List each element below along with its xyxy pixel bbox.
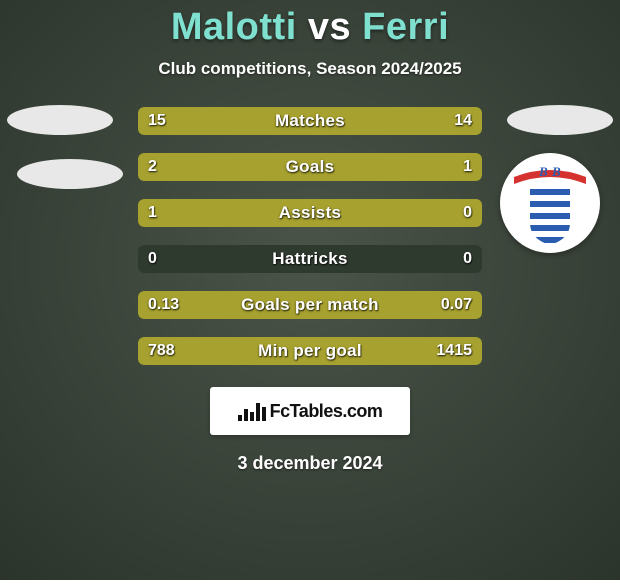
stat-row: 00Hattricks — [138, 245, 482, 273]
player-placeholder — [507, 105, 613, 135]
bar-track — [138, 245, 482, 273]
brand-text: FcTables.com — [270, 401, 383, 422]
stat-row: 10Assists — [138, 199, 482, 227]
svg-text:B: B — [551, 164, 561, 179]
bar-fill-right — [368, 153, 482, 181]
bar-fill-right — [262, 337, 482, 365]
title-player1: Malotti — [171, 6, 297, 48]
title-player2: Ferri — [362, 6, 449, 48]
comparison-stage: 1514Matches 21Goals 10Assists 00Hattricks 0.… — [0, 107, 620, 365]
player-placeholder — [7, 105, 113, 135]
content: Malotti vs Ferri Club competitions, Seas… — [0, 0, 620, 580]
stat-row: 21Goals — [138, 153, 482, 181]
chart-icon — [238, 401, 266, 421]
stat-row: 0.130.07Goals per match — [138, 291, 482, 319]
bar-fill-right — [317, 107, 482, 135]
stat-row: 7881415Min per goal — [138, 337, 482, 365]
page-title: Malotti vs Ferri — [171, 6, 449, 49]
bar-fill-left — [138, 199, 482, 227]
club-badge: B B — [500, 153, 600, 253]
stat-row: 1514Matches — [138, 107, 482, 135]
bar-fill-left — [138, 107, 317, 135]
date-text: 3 december 2024 — [237, 453, 382, 474]
svg-text:B: B — [538, 164, 548, 179]
bar-fill-left — [138, 291, 362, 319]
bar-fill-right — [362, 291, 482, 319]
bar-fill-left — [138, 337, 262, 365]
brand-badge: FcTables.com — [210, 387, 410, 435]
subtitle: Club competitions, Season 2024/2025 — [158, 59, 461, 79]
title-vs: vs — [308, 6, 351, 48]
bar-chart: 1514Matches 21Goals 10Assists 00Hattricks 0.… — [138, 107, 482, 365]
player-placeholder — [17, 159, 123, 189]
bar-fill-left — [138, 153, 368, 181]
